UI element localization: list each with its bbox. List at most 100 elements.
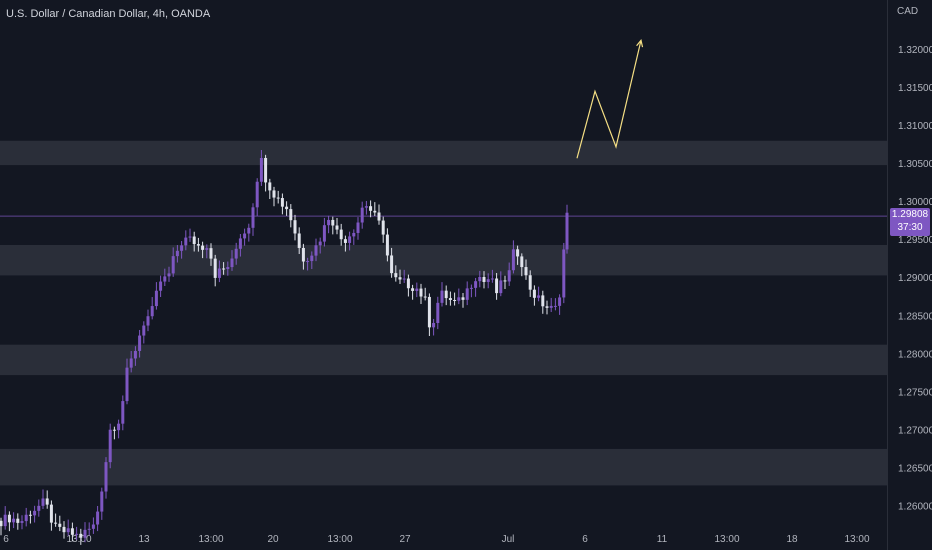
candle-body xyxy=(280,198,284,207)
candle-body xyxy=(293,220,297,234)
candle-body xyxy=(461,297,465,300)
candle-body xyxy=(150,306,154,317)
candle-body xyxy=(58,523,62,527)
currency-label: CAD xyxy=(897,6,919,17)
candle-body xyxy=(125,367,129,402)
candle-body xyxy=(444,290,448,299)
candle-body xyxy=(0,520,3,527)
bar-countdown: 37:30 xyxy=(897,222,923,233)
candle-body xyxy=(234,248,238,259)
candle-body xyxy=(138,335,142,351)
candle-body xyxy=(41,498,45,506)
candle-body xyxy=(553,305,557,307)
candle-body xyxy=(469,287,473,289)
candle-body xyxy=(238,238,242,249)
candle-body xyxy=(423,296,427,298)
candle-body xyxy=(440,290,444,303)
price-tick-label: 1.28500 xyxy=(898,311,932,322)
candle-body xyxy=(352,232,356,237)
candle-body xyxy=(108,429,112,463)
candle-body xyxy=(495,278,499,294)
candle-body xyxy=(306,261,310,263)
support-resistance-zone xyxy=(0,245,887,276)
candle-body xyxy=(79,533,83,538)
price-tick-label: 1.32000 xyxy=(898,45,932,56)
candle-body xyxy=(364,206,368,208)
candle-body xyxy=(465,288,469,300)
time-tick-label: 11 xyxy=(657,534,668,545)
candle-body xyxy=(398,277,402,280)
candle-body xyxy=(432,323,436,328)
candle-body xyxy=(83,529,87,538)
price-tick-label: 1.28000 xyxy=(898,349,932,360)
price-tick-label: 1.31500 xyxy=(898,83,932,94)
candle-body xyxy=(457,297,461,301)
candle-body xyxy=(402,278,406,280)
candle-body xyxy=(230,258,234,268)
candle-body xyxy=(549,305,553,308)
candle-body xyxy=(369,206,373,211)
candle-body xyxy=(171,256,175,274)
candle-body xyxy=(373,210,377,213)
price-tick-label: 1.29000 xyxy=(898,273,932,284)
candle-body xyxy=(532,289,536,298)
candle-body xyxy=(121,401,125,424)
time-tick-label: 13:00 xyxy=(66,534,91,545)
candle-body xyxy=(415,288,419,291)
candle-body xyxy=(297,233,301,248)
candle-body xyxy=(163,276,167,282)
candle-body xyxy=(255,181,259,208)
candle-body xyxy=(453,299,457,301)
candle-body xyxy=(159,281,163,291)
candle-body xyxy=(180,245,184,251)
candle-body xyxy=(318,241,322,246)
candle-body xyxy=(486,279,490,282)
time-tick-label: 13:00 xyxy=(844,534,869,545)
candle-body xyxy=(285,206,289,210)
candle-body xyxy=(184,237,188,246)
candle-body xyxy=(503,280,507,282)
candle-body xyxy=(33,510,37,516)
candle-body xyxy=(70,528,74,535)
candle-body xyxy=(537,295,541,298)
time-tick-label: 13:00 xyxy=(198,534,223,545)
candle-body xyxy=(167,273,171,277)
candle-body xyxy=(28,514,32,516)
candle-body xyxy=(482,276,486,282)
candle-body xyxy=(201,245,205,250)
candle-body xyxy=(314,245,318,256)
candle-body xyxy=(327,219,331,226)
candle-body xyxy=(310,255,314,262)
candle-body xyxy=(192,236,196,245)
candle-body xyxy=(117,423,121,431)
candle-body xyxy=(516,249,520,257)
candle-body xyxy=(322,225,326,242)
candle-body xyxy=(16,518,20,523)
candle-body xyxy=(45,498,49,505)
candle-body xyxy=(511,249,515,271)
candle-body xyxy=(213,258,217,278)
forecast-arrow-head xyxy=(636,38,644,48)
candle-body xyxy=(7,514,11,523)
candle-body xyxy=(301,247,305,262)
candle-body xyxy=(146,316,150,326)
support-resistance-zone xyxy=(0,448,887,486)
last-price-value: 1.29808 xyxy=(891,209,929,220)
candle-body xyxy=(259,157,263,182)
candle-body xyxy=(133,350,137,359)
candle-body xyxy=(343,239,347,243)
price-tick-label: 1.26000 xyxy=(898,501,932,512)
candle-body xyxy=(565,212,569,250)
candle-body xyxy=(331,219,335,226)
candle-body xyxy=(524,267,528,276)
time-tick-label: 27 xyxy=(399,534,411,545)
candle-body xyxy=(129,358,133,368)
price-tick-label: 1.27500 xyxy=(898,387,932,398)
time-tick-label: 6 xyxy=(582,534,588,545)
candle-body xyxy=(356,222,360,233)
price-tick-label: 1.31000 xyxy=(898,121,932,132)
candle-body xyxy=(558,297,562,306)
price-tick-label: 1.29500 xyxy=(898,235,932,246)
candle-body xyxy=(264,157,268,183)
